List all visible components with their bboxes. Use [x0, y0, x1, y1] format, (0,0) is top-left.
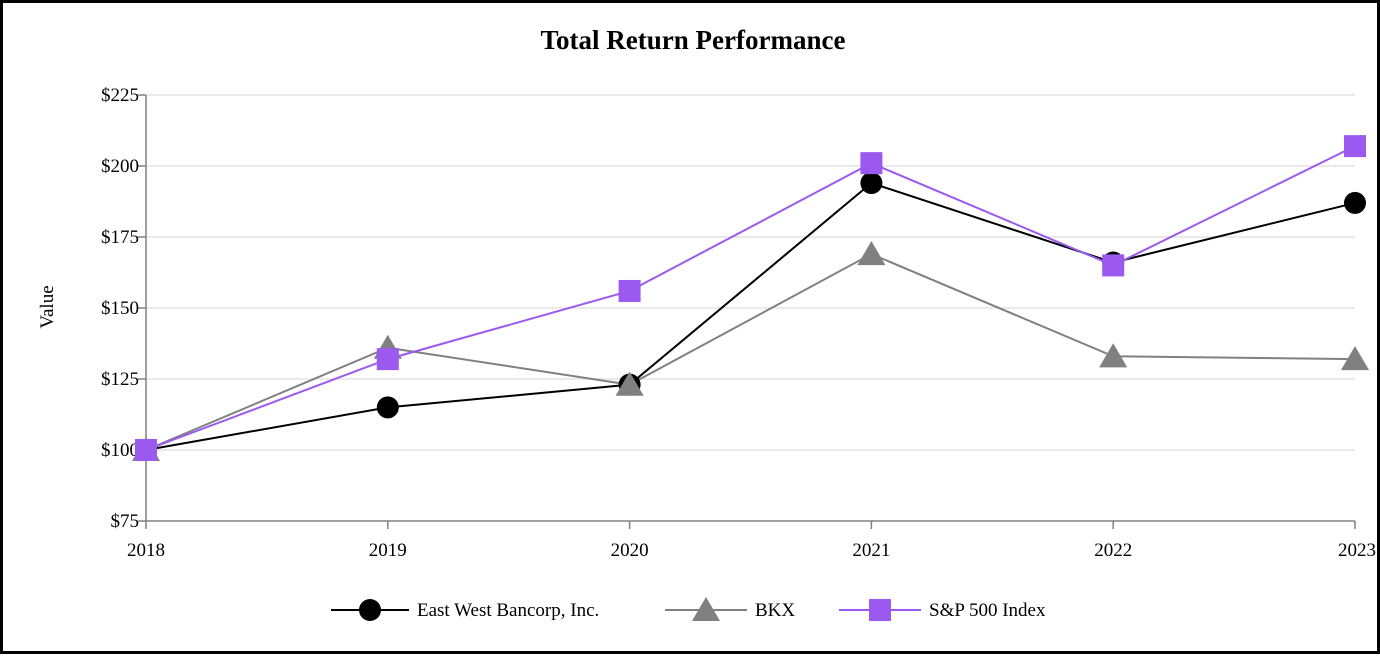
- data-point: [860, 172, 883, 195]
- y-tick-label: $200: [101, 156, 139, 177]
- legend-marker: [869, 599, 891, 621]
- gridlines: [146, 94, 1355, 451]
- y-tick-label: $125: [101, 369, 139, 390]
- data-point: [860, 152, 883, 175]
- data-point: [1099, 343, 1128, 368]
- series-line: [145, 181, 1356, 451]
- x-tick-label: 2019: [369, 540, 407, 561]
- data-point: [618, 279, 641, 302]
- x-tick-label: 2022: [1094, 540, 1132, 561]
- tick-labels: $75 $100 $125 $150 $175 $200 $225 2018 2019 2020 2…: [101, 85, 1376, 561]
- x-tick-label: 2023: [1338, 540, 1376, 561]
- legend-label: S&P 500 Index: [929, 600, 1046, 621]
- y-tick-label: $150: [101, 298, 139, 319]
- x-tick-label: 2020: [611, 540, 649, 561]
- legend-marker: [359, 599, 381, 621]
- legend: East West Bancorp, Inc. BKX S&P 500 Index: [331, 597, 1046, 622]
- legend-marker: [691, 597, 721, 622]
- series-line: [145, 252, 1356, 451]
- y-tick-label: $175: [101, 227, 139, 248]
- axes: [138, 94, 1356, 529]
- chart-title: Total Return Performance: [541, 25, 846, 55]
- legend-item: East West Bancorp, Inc.: [331, 599, 599, 621]
- data-point: [1340, 346, 1370, 371]
- data-point: [376, 348, 399, 371]
- y-axis-label: Value: [37, 285, 58, 328]
- series-lines: [145, 145, 1356, 451]
- y-tick-label: $100: [101, 440, 139, 461]
- series-line: [145, 145, 1356, 451]
- data-point: [1344, 135, 1366, 158]
- data-point: [376, 396, 399, 419]
- y-tick-label: $75: [111, 511, 140, 532]
- line-chart: Total Return Performance Value $75 $100 $1…: [37, 25, 1376, 622]
- x-tick-label: 2021: [852, 540, 890, 561]
- data-point: [615, 371, 644, 396]
- data-point: [857, 241, 886, 266]
- legend-item: S&P 500 Index: [839, 599, 1046, 621]
- y-tick-label: $225: [101, 85, 139, 106]
- legend-item: BKX: [665, 597, 795, 622]
- series-markers: [131, 135, 1370, 462]
- data-point: [1344, 191, 1366, 214]
- data-point: [1102, 254, 1125, 277]
- x-tick-label: 2018: [127, 540, 165, 561]
- legend-label: BKX: [755, 600, 795, 621]
- data-point: [135, 439, 157, 461]
- legend-label: East West Bancorp, Inc.: [417, 600, 599, 621]
